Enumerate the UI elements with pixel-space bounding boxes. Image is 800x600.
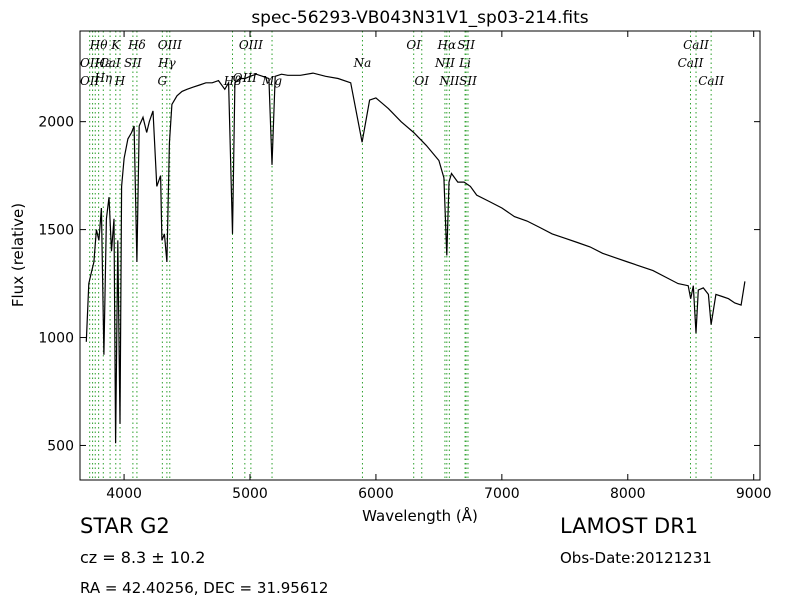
object-class: STAR G2 <box>80 514 170 538</box>
line-label: Na <box>353 56 372 70</box>
line-label: CaII <box>678 56 704 70</box>
line-label: CaII <box>683 38 709 52</box>
line-label: CaI <box>100 56 121 70</box>
line-label: G <box>158 74 168 88</box>
line-label: Hγ <box>157 56 176 70</box>
line-label: OII <box>80 56 100 70</box>
x-tick-label: 7000 <box>484 486 520 502</box>
line-label: OIII <box>239 38 263 52</box>
line-label: OII <box>80 74 100 88</box>
x-tick-label: 5000 <box>232 486 268 502</box>
line-label: Hη <box>93 71 112 85</box>
y-tick-label: 1000 <box>38 331 74 347</box>
chart-title: spec-56293-VB043N31V1_sp03-214.fits <box>251 8 588 28</box>
line-label: H <box>114 74 126 88</box>
line-label: SII <box>459 74 477 88</box>
line-label: Hθ <box>89 38 108 52</box>
observation-date: Obs-Date:20121231 <box>560 549 712 567</box>
plot-frame <box>79 30 761 481</box>
y-tick-label: 2000 <box>38 115 74 131</box>
line-label: OI <box>406 38 421 52</box>
line-label: Li <box>458 56 471 70</box>
x-tick-label: 6000 <box>358 486 394 502</box>
y-axis-ticks: 500 1000 1500 2000 <box>38 115 760 454</box>
x-tick-label: 4000 <box>106 486 142 502</box>
spectrum-line <box>85 72 746 444</box>
line-label: OIII <box>158 38 182 52</box>
y-axis-label: Flux (relative) <box>9 203 27 307</box>
line-label: SII <box>124 56 142 70</box>
line-label: NII <box>438 74 459 88</box>
line-label: NII <box>434 56 455 70</box>
coordinates-label: RA = 42.40256, DEC = 31.95612 <box>80 579 329 597</box>
line-label: Hε <box>94 56 112 70</box>
emission-line-markers <box>89 31 712 480</box>
survey-name: LAMOST DR1 <box>560 514 699 538</box>
x-tick-label: 9000 <box>736 486 772 502</box>
redshift-label: cz = 8.3 ± 10.2 <box>80 548 206 567</box>
line-label: Hα <box>437 38 457 52</box>
x-axis-label: Wavelength (Å) <box>362 506 478 525</box>
line-label: K <box>110 38 121 52</box>
y-tick-label: 500 <box>47 438 74 454</box>
x-tick-label: 8000 <box>610 486 646 502</box>
line-label: SII <box>457 38 475 52</box>
line-label: Hδ <box>127 38 146 52</box>
y-tick-label: 1500 <box>38 223 74 239</box>
line-label: OI <box>414 74 429 88</box>
x-axis-ticks: 4000 5000 6000 7000 8000 9000 <box>106 31 772 502</box>
line-label: CaII <box>698 74 724 88</box>
line-label: Mg <box>261 74 282 88</box>
